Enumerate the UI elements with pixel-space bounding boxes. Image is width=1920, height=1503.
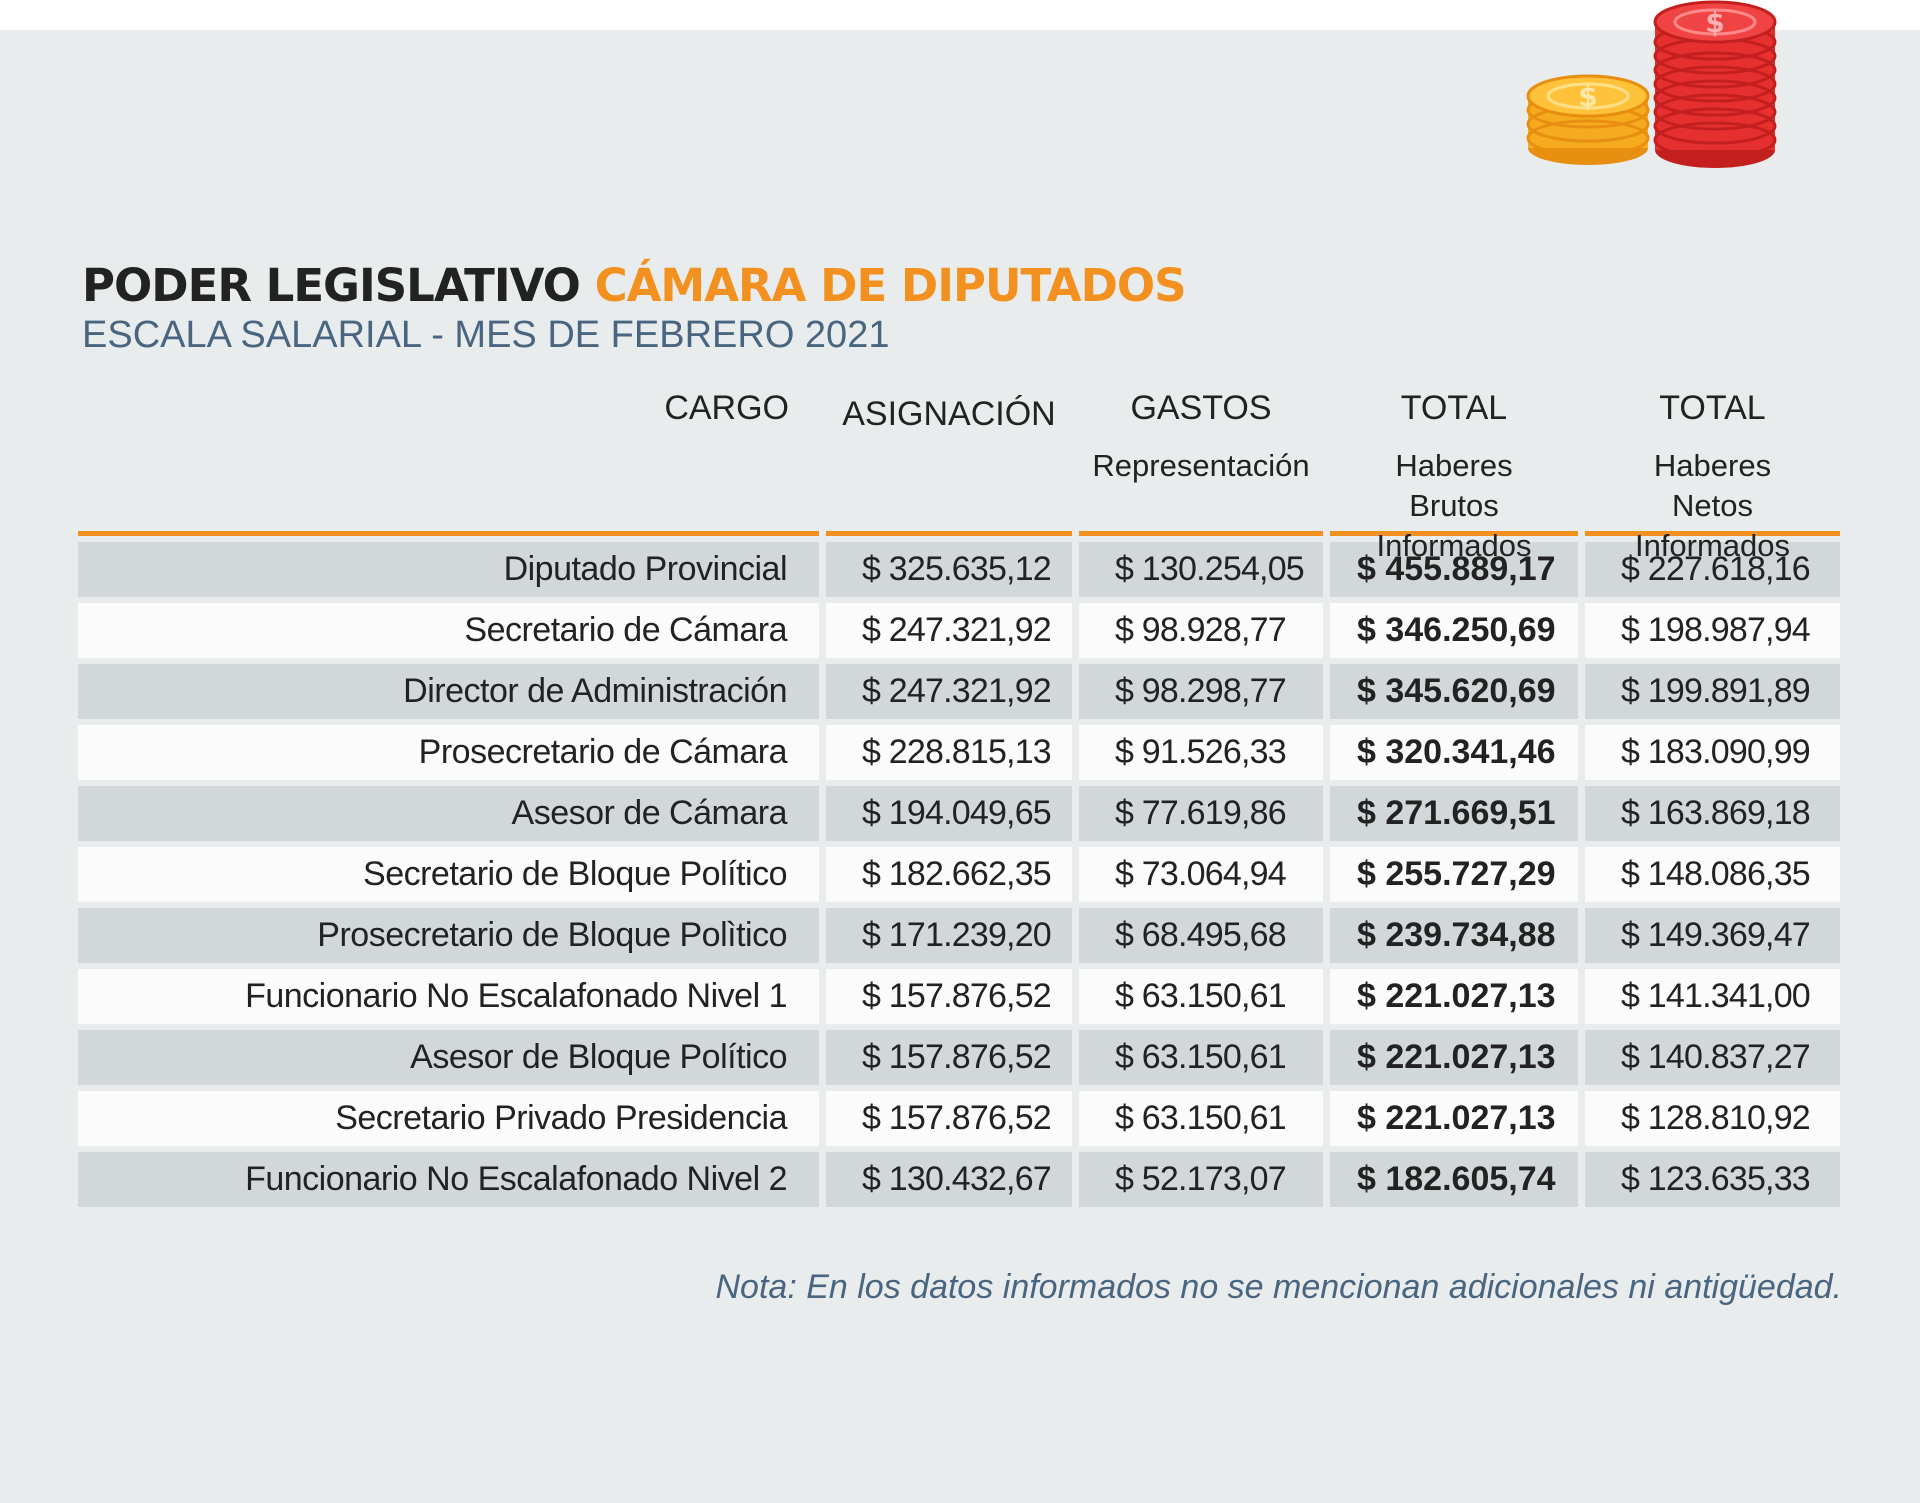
cell-cargo: Asesor de Bloque Político (78, 1030, 819, 1085)
cell-total-neto: $ 148.086,35 (1585, 847, 1840, 902)
header-gastos-sublabel: Representación (1092, 448, 1310, 483)
cell-cargo: Funcionario No Escalafonado Nivel 1 (78, 969, 819, 1024)
salary-table: CARGO ASIGNACIÓN GASTOS Representación T… (78, 388, 1840, 1207)
page-subtitle: ESCALA SALARIAL - MES DE FEBRERO 2021 (82, 314, 890, 356)
header-total-neto: TOTAL Haberes Netos Informados (1585, 388, 1840, 563)
cell-total-neto: $ 183.090,99 (1585, 725, 1840, 780)
header-total-bruto-label: TOTAL (1400, 389, 1508, 427)
cell-total-neto: $ 141.341,00 (1585, 969, 1840, 1024)
header-asignacion: ASIGNACIÓN (826, 388, 1072, 536)
header-total-neto-sublabel: Haberes Netos Informados (1634, 448, 1791, 563)
cell-cargo: Asesor de Cámara (78, 786, 819, 841)
cell-total-neto: $ 163.869,18 (1585, 786, 1840, 841)
cell-cargo: Secretario de Cámara (78, 603, 819, 658)
cell-asignacion: $ 157.876,52 (826, 969, 1072, 1024)
cell-asignacion: $ 182.662,35 (826, 847, 1072, 902)
coins-illustration: $ $ (1526, 0, 1777, 168)
cell-gastos: $ 98.298,77 (1079, 664, 1323, 719)
cell-gastos: $ 130.254,05 (1079, 542, 1323, 597)
cell-gastos: $ 63.150,61 (1079, 1091, 1323, 1146)
cell-asignacion: $ 157.876,52 (826, 1091, 1072, 1146)
cell-total-bruto: $ 221.027,13 (1330, 1091, 1578, 1146)
header-asignacion-label: ASIGNACIÓN (842, 395, 1056, 433)
cell-total-neto: $ 198.987,94 (1585, 603, 1840, 658)
cell-cargo: Funcionario No Escalafonado Nivel 2 (78, 1152, 819, 1207)
cell-total-bruto: $ 271.669,51 (1330, 786, 1578, 841)
header-cargo-label: CARGO (664, 389, 789, 427)
cell-asignacion: $ 228.815,13 (826, 725, 1072, 780)
cell-gastos: $ 98.928,77 (1079, 603, 1323, 658)
cell-total-neto: $ 128.810,92 (1585, 1091, 1840, 1146)
header-total-neto-label: TOTAL (1659, 389, 1766, 427)
cell-asignacion: $ 194.049,65 (826, 786, 1072, 841)
cell-total-bruto: $ 346.250,69 (1330, 603, 1578, 658)
cell-cargo: Prosecretario de Bloque Polìtico (78, 908, 819, 963)
cell-gastos: $ 77.619,86 (1079, 786, 1323, 841)
cell-total-bruto: $ 221.027,13 (1330, 969, 1578, 1024)
svg-text:$: $ (1578, 80, 1597, 113)
cell-gastos: $ 73.064,94 (1079, 847, 1323, 902)
cell-gastos: $ 52.173,07 (1079, 1152, 1323, 1207)
cell-total-bruto: $ 345.620,69 (1330, 664, 1578, 719)
cell-total-bruto: $ 182.605,74 (1330, 1152, 1578, 1207)
cell-asignacion: $ 325.635,12 (826, 542, 1072, 597)
cell-total-bruto: $ 320.341,46 (1330, 725, 1578, 780)
title-camara: CÁMARA DE DIPUTADOS (594, 259, 1187, 312)
cell-total-bruto: $ 221.027,13 (1330, 1030, 1578, 1085)
cell-gastos: $ 63.150,61 (1079, 969, 1323, 1024)
cell-asignacion: $ 171.239,20 (826, 908, 1072, 963)
gold-coin-stack-icon: $ (1526, 74, 1650, 165)
cell-total-bruto: $ 255.727,29 (1330, 847, 1578, 902)
header-total-bruto-sublabel: Haberes Brutos Informados (1376, 448, 1532, 563)
cell-total-neto: $ 140.837,27 (1585, 1030, 1840, 1085)
cell-cargo: Prosecretario de Cámara (78, 725, 819, 780)
cell-asignacion: $ 157.876,52 (826, 1030, 1072, 1085)
header-gastos: GASTOS Representación (1079, 388, 1323, 536)
cell-asignacion: $ 130.432,67 (826, 1152, 1072, 1207)
footnote: Nota: En los datos informados no se menc… (715, 1268, 1843, 1306)
cell-asignacion: $ 247.321,92 (826, 664, 1072, 719)
cell-total-neto: $ 149.369,47 (1585, 908, 1840, 963)
red-coin-stack-icon: $ (1653, 0, 1777, 168)
cell-total-neto: $ 199.891,89 (1585, 664, 1840, 719)
cell-asignacion: $ 247.321,92 (826, 603, 1072, 658)
cell-total-neto: $ 123.635,33 (1585, 1152, 1840, 1207)
cell-total-neto: $ 227.618,16 (1585, 542, 1840, 597)
cell-total-bruto: $ 239.734,88 (1330, 908, 1578, 963)
cell-total-bruto: $ 455.889,17 (1330, 542, 1578, 597)
cell-cargo: Director de Administración (78, 664, 819, 719)
cell-cargo: Diputado Provincial (78, 542, 819, 597)
title-legislativo: PODER LEGISLATIVO (82, 259, 581, 312)
cell-gastos: $ 68.495,68 (1079, 908, 1323, 963)
cell-cargo: Secretario de Bloque Político (78, 847, 819, 902)
svg-text:$: $ (1705, 6, 1724, 39)
page-title: PODER LEGISLATIVO CÁMARA DE DIPUTADOS (82, 258, 1187, 314)
cell-gastos: $ 63.150,61 (1079, 1030, 1323, 1085)
header-cargo: CARGO (78, 388, 819, 536)
cell-gastos: $ 91.526,33 (1079, 725, 1323, 780)
header-total-bruto: TOTAL Haberes Brutos Informados (1330, 388, 1578, 563)
header-gastos-label: GASTOS (1130, 389, 1272, 427)
cell-cargo: Secretario Privado Presidencia (78, 1091, 819, 1146)
